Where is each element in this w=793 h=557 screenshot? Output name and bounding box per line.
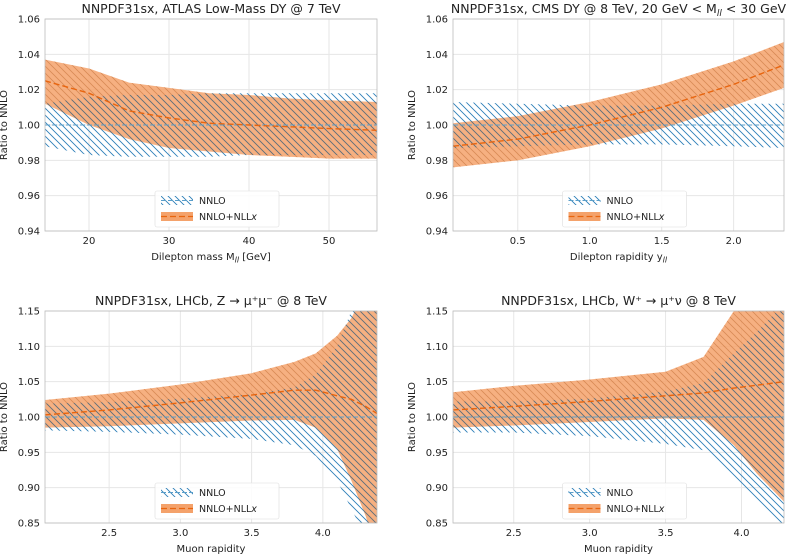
legend: NNLO NNLO+NLLx [154, 190, 280, 228]
line-nnlo-nllx [453, 64, 784, 147]
x-tick-label: 0.5 [510, 236, 526, 247]
legend-entry-nnlo: NNLO [161, 196, 226, 207]
tick-labels: 20 30 40 50 0.94 0.96 0.98 1.00 1.02 1.04 1.06 [18, 15, 336, 248]
legend: NNLO NNLO+NLLx [154, 482, 280, 520]
tick-labels: 0.5 1.0 1.5 2.0 0.94 0.96 0.98 1.00 1.02 1.04 1.06 [426, 15, 742, 248]
y-tick-label: 1.06 [18, 15, 40, 26]
y-tick-label: 0.94 [426, 227, 448, 238]
chart-title: NNPDF31sx, LHCb, Z → μ⁺μ⁻ @ 8 TeV [95, 293, 327, 308]
y-tick-label: 0.90 [426, 483, 448, 494]
y-tick-label: 1.02 [18, 85, 40, 96]
legend-swatch-nnlo-nllx [568, 504, 601, 513]
y-tick-label: 0.90 [18, 483, 40, 494]
x-axis-label: Dilepton rapidity yll [570, 252, 668, 265]
plot-frame [452, 18, 785, 232]
legend-label-nnlo-nllx: NNLO+NLLx [199, 212, 257, 223]
x-tick-label: 4.0 [315, 528, 331, 539]
y-tick-label: 1.00 [426, 121, 448, 132]
legend-label-nnlo: NNLO [199, 196, 226, 207]
y-tick-label: 1.00 [18, 413, 40, 424]
tick-labels: 2.5 3.0 3.5 4.0 0.85 0.90 0.95 1.00 1.05 1.10 1.15 [18, 307, 331, 540]
legend-swatch-nnlo-nllx [161, 212, 193, 221]
y-tick-label: 0.94 [18, 227, 40, 238]
chart-panel-2: 0.5 1.0 1.5 2.0 0.94 0.96 0.98 1.00 1.02 1.04 1.06… [407, 1, 787, 265]
chart-title: NNPDF31sx, CMS DY @ 8 TeV, 20 GeV < Mll … [451, 1, 787, 19]
legend-label-nnlo: NNLO [607, 196, 634, 207]
y-tick-label: 1.05 [426, 377, 448, 388]
y-tick-label: 0.98 [18, 156, 40, 167]
x-tick-label: 40 [243, 236, 256, 247]
x-tick-label: 3.0 [172, 528, 188, 539]
y-tick-label: 0.95 [18, 448, 40, 459]
chart-panel-3: 2.5 3.0 3.5 4.0 0.85 0.90 0.95 1.00 1.05 1.10 1.15… [0, 293, 378, 555]
legend-label-nnlo-nllx: NNLO+NLLx [607, 212, 665, 223]
y-tick-label: 0.95 [426, 448, 448, 459]
y-tick-label: 0.85 [426, 519, 448, 530]
y-tick-label: 1.04 [426, 50, 448, 61]
legend-label-nnlo: NNLO [199, 488, 226, 499]
x-axis-label: Muon rapidity [177, 544, 246, 555]
x-tick-label: 3.5 [658, 528, 674, 539]
x-tick-label: 4.0 [734, 528, 750, 539]
x-axis-label: Muon rapidity [584, 544, 653, 555]
legend-swatch-nnlo-nllx [568, 212, 601, 221]
legend-entry-nnlo: NNLO [568, 488, 634, 499]
y-tick-label: 1.00 [426, 413, 448, 424]
x-axis-label: Dilepton mass Mll [GeV] [151, 252, 271, 265]
y-tick-label: 0.96 [426, 191, 448, 202]
legend-entry-nnlo: NNLO [161, 488, 226, 499]
y-tick-label: 1.00 [18, 121, 40, 132]
legend-label-nnlo-nllx: NNLO+NLLx [607, 504, 665, 515]
y-axis-label: Ratio to NNLO [407, 382, 418, 452]
y-tick-label: 1.10 [426, 342, 448, 353]
line-nnlo-nllx [45, 389, 377, 416]
x-tick-label: 30 [163, 236, 176, 247]
x-tick-label: 2.0 [726, 236, 742, 247]
x-tick-label: 3.0 [582, 528, 598, 539]
y-tick-label: 1.15 [18, 307, 40, 318]
y-tick-label: 0.98 [426, 156, 448, 167]
legend: NNLO NNLO+NLLx [562, 482, 687, 520]
band-nnlo-nllx-hatch [45, 59, 377, 159]
y-tick-label: 1.02 [426, 85, 448, 96]
y-axis-label: Ratio to NNLO [0, 90, 10, 160]
y-tick-label: 1.05 [18, 377, 40, 388]
band-nnlo-nllx-hatch [453, 311, 784, 502]
legend-entry-nnlo-nllx: NNLO+NLLx [568, 504, 665, 515]
x-tick-label: 20 [83, 236, 96, 247]
line-nnlo-nllx [453, 380, 784, 411]
chart-title: NNPDF31sx, ATLAS Low-Mass DY @ 7 TeV [81, 1, 340, 16]
x-tick-label: 2.5 [506, 528, 522, 539]
x-tick-label: 1.5 [654, 236, 670, 247]
x-tick-label: 1.0 [582, 236, 598, 247]
y-tick-label: 0.96 [18, 191, 40, 202]
y-tick-label: 1.06 [426, 15, 448, 26]
x-tick-label: 50 [323, 236, 336, 247]
y-axis-label: Ratio to NNLO [407, 90, 418, 160]
chart-panel-4: 2.5 3.0 3.5 4.0 0.85 0.90 0.95 1.00 1.05 1.10 1.15… [407, 293, 785, 555]
y-tick-label: 0.85 [18, 519, 40, 530]
plot-frame [452, 310, 785, 524]
legend-entry-nnlo: NNLO [568, 196, 634, 207]
chart-panel-1: 20 30 40 50 0.94 0.96 0.98 1.00 1.02 1.04 1.06 NNPD… [0, 1, 378, 265]
plot-frame [44, 310, 378, 524]
legend-entry-nnlo-nllx: NNLO+NLLx [161, 504, 257, 515]
plot-frame [44, 18, 378, 232]
x-tick-label: 3.5 [244, 528, 260, 539]
x-tick-label: 2.5 [101, 528, 117, 539]
legend-entry-nnlo-nllx: NNLO+NLLx [568, 212, 665, 223]
legend: NNLO NNLO+NLLx [562, 190, 687, 228]
y-tick-label: 1.04 [18, 50, 40, 61]
legend-label-nnlo: NNLO [607, 488, 634, 499]
tick-labels: 2.5 3.0 3.5 4.0 0.85 0.90 0.95 1.00 1.05 1.10 1.15 [426, 307, 750, 540]
legend-label-nnlo-nllx: NNLO+NLLx [199, 504, 257, 515]
legend-swatch-nnlo-nllx [161, 504, 193, 513]
chart-title: NNPDF31sx, LHCb, W⁺ → μ⁺ν @ 8 TeV [501, 293, 736, 308]
legend-entry-nnlo-nllx: NNLO+NLLx [161, 212, 257, 223]
y-axis-label: Ratio to NNLO [0, 382, 10, 452]
y-tick-label: 1.10 [18, 342, 40, 353]
y-tick-label: 1.15 [426, 307, 448, 318]
